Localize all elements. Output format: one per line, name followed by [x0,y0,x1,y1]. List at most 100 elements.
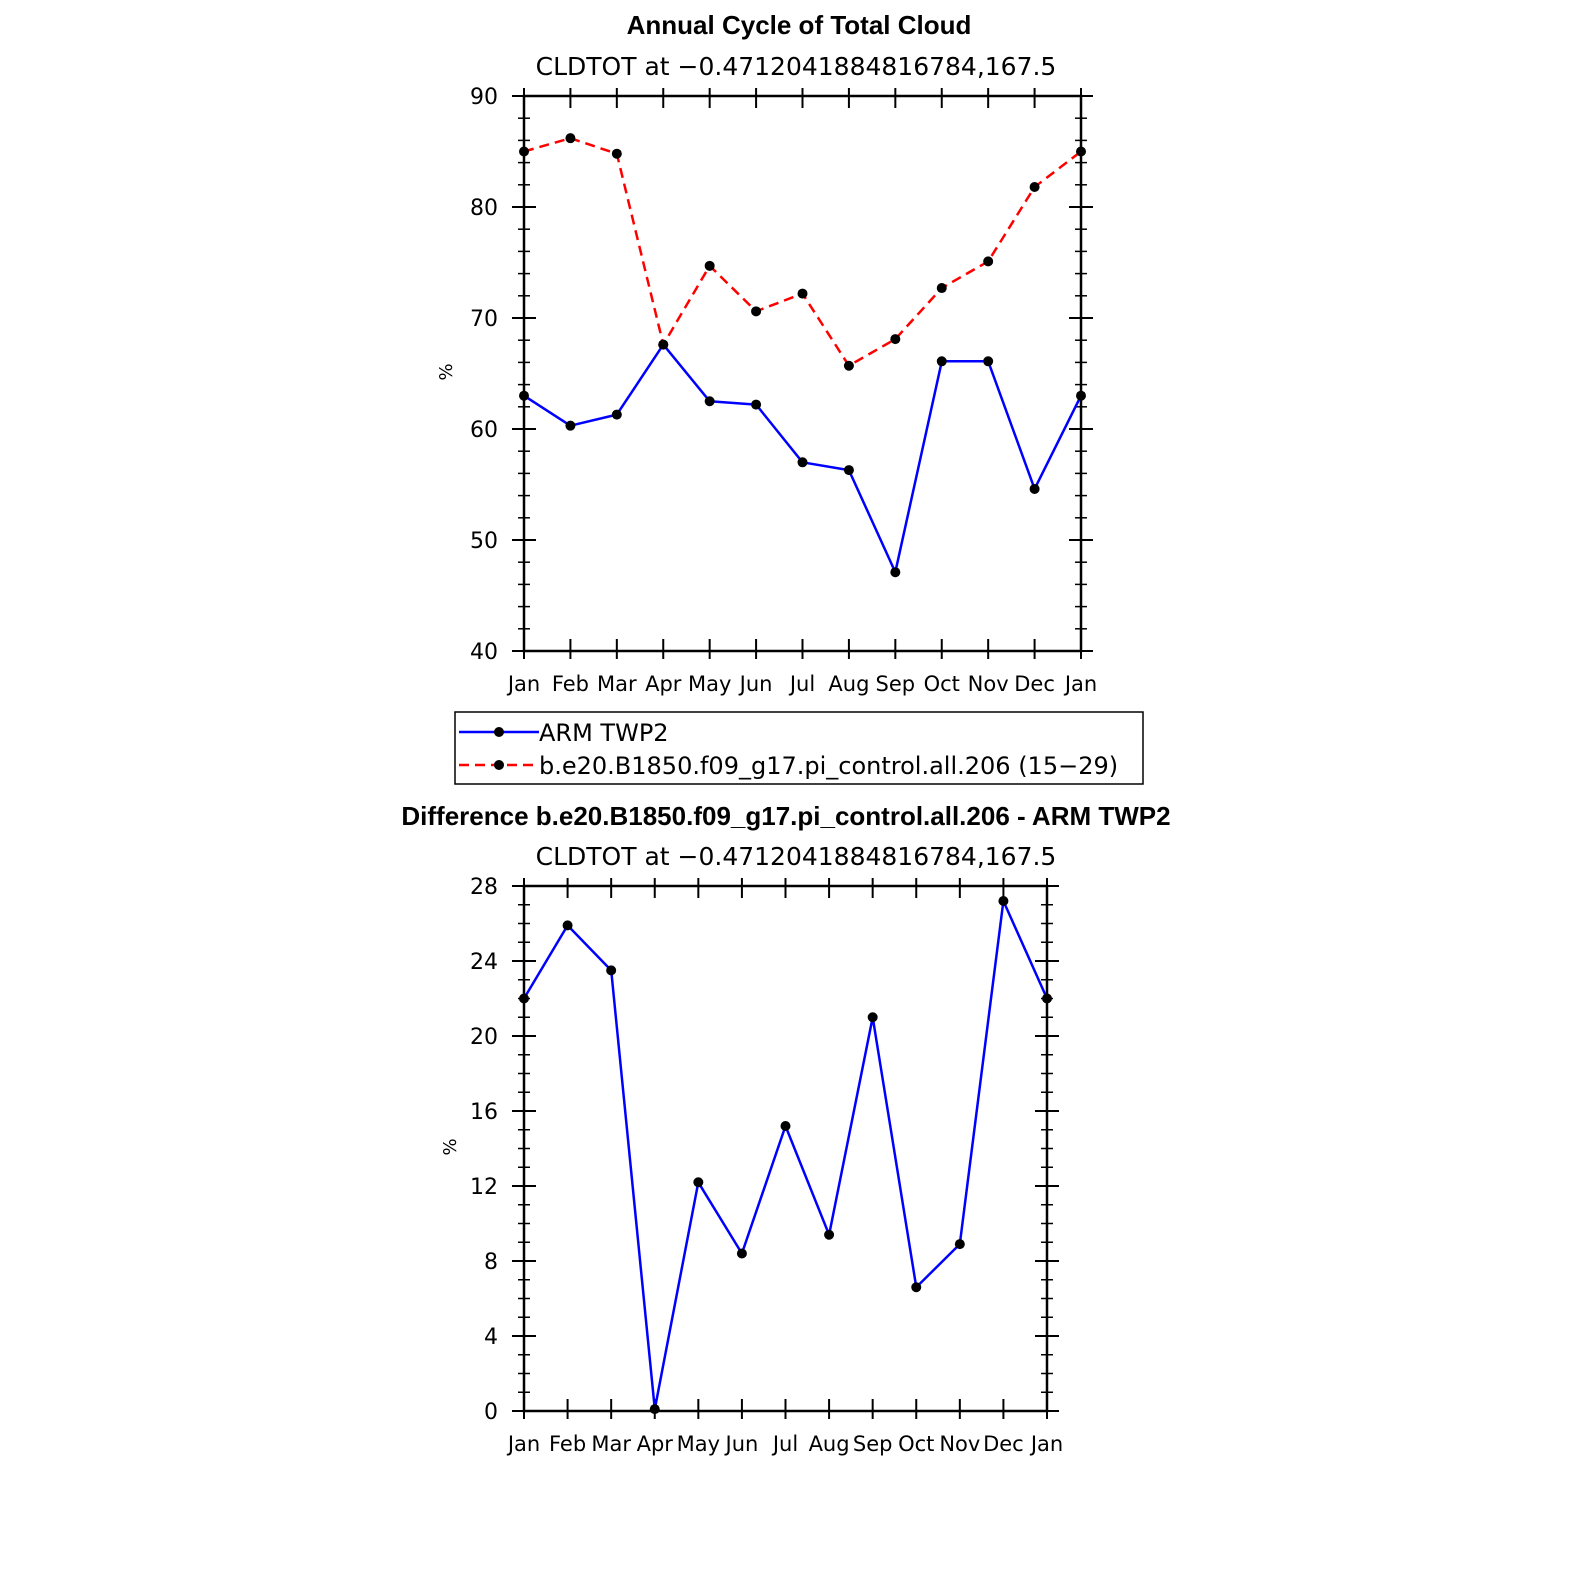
chart-title: Difference b.e20.B1850.f09_g17.pi_contro… [401,801,1170,831]
data-point [1076,390,1086,401]
difference-chart: Difference b.e20.B1850.f09_g17.pi_contro… [401,801,1170,1456]
legend-label-obs: ARM TWP2 [539,719,669,747]
y-tick-label: 8 [484,1250,498,1275]
y-tick-label: 16 [470,1100,498,1125]
y-axis-label: % [436,363,457,380]
data-point [693,1177,704,1188]
x-tick-label: Jan [1063,672,1097,696]
data-point [998,896,1009,906]
x-tick-label: Oct [898,1432,934,1456]
y-axis-label: % [440,1138,461,1155]
x-tick-label: Aug [828,672,869,696]
data-point [519,146,529,157]
data-point [843,465,854,476]
x-tick-label: Apr [637,1432,674,1456]
x-tick-label: Jul [788,672,815,696]
data-point [936,356,947,367]
x-tick-label: Mar [597,672,637,696]
y-tick-label: 0 [484,1400,498,1425]
data-point [780,1121,791,1131]
x-tick-label: Jan [1029,1432,1063,1456]
series-line [523,136,1082,367]
data-point [911,1282,922,1293]
x-tick-label: Dec [983,1432,1024,1456]
data-point [890,567,901,578]
y-tick-label: 80 [470,196,498,221]
series-1 [519,339,1086,578]
legend: ARM TWP2 b.e20.B1850.f09_g17.pi_control.… [454,711,1144,785]
data-point [611,409,622,420]
data-point [565,133,576,144]
y-tick-label: 40 [470,640,498,665]
data-point [736,1248,747,1259]
data-point [658,339,669,350]
data-point [843,360,854,371]
x-tick-label: Jul [771,1432,798,1456]
x-tick-label: Sep [876,672,916,696]
legend-label-model: b.e20.B1850.f09_g17.pi_control.all.206 (… [539,752,1118,780]
y-tick-label: 4 [484,1325,498,1350]
x-tick-label: Dec [1014,672,1055,696]
x-tick-label: Jan [506,672,540,696]
y-tick-label: 28 [470,875,498,900]
data-point [890,334,901,345]
plot-frame [522,884,1049,1413]
series-2 [519,133,1086,371]
data-point [1042,993,1052,1004]
x-tick-label: Jan [506,1432,540,1456]
data-point [519,993,529,1004]
data-point [649,1404,660,1415]
y-tick-label: 60 [470,418,498,443]
data-point [519,390,529,401]
data-point [824,1229,835,1240]
data-point [983,356,994,367]
data-point [1076,146,1086,157]
data-point [611,148,622,159]
x-tick-label: Feb [549,1432,586,1456]
data-point [565,420,576,431]
x-axis-ticks: Jan Feb Mar Apr May Jun Jul Aug Sep Oct Nov Dec Jan [506,88,1097,696]
x-tick-label: May [677,1432,720,1456]
y-tick-label: 12 [470,1175,498,1200]
data-point [936,283,947,294]
y-tick-label: 20 [470,1025,498,1050]
data-point [1029,483,1040,494]
annual-cycle-chart: Annual Cycle of Total Cloud CLDTOT at −0… [436,10,1144,785]
x-tick-label: Feb [552,672,589,696]
legend-box [454,711,1144,785]
x-tick-label: Sep [853,1432,893,1456]
plot-area: Jan Feb Mar Apr May Jun Jul Aug Sep Oct Nov Dec Jan0… [470,875,1063,1456]
x-tick-label: May [688,672,731,696]
x-tick-label: Apr [645,672,682,696]
data-point [704,260,715,271]
x-tick-label: Jun [724,1432,759,1456]
x-tick-label: Jun [738,672,773,696]
series-line [522,899,1049,1411]
y-tick-label: 70 [470,307,498,332]
y-tick-label: 24 [470,950,498,975]
plot-frame [522,94,1083,653]
legend-entry-model: b.e20.B1850.f09_g17.pi_control.all.206 (… [459,752,1118,780]
y-tick-label: 50 [470,529,498,554]
legend-marker-obs [494,727,504,737]
x-tick-label: Nov [968,672,1009,696]
data-point [954,1239,965,1250]
data-point [867,1012,878,1023]
data-point [1029,182,1040,193]
x-tick-label: Oct [924,672,960,696]
chart-subtitle: CLDTOT at −0.4712041884816784,167.5 [536,842,1057,871]
data-point [797,288,808,299]
plot-area: Jan Feb Mar Apr May Jun Jul Aug Sep Oct Nov Dec Jan 4… [470,85,1097,696]
data-point [797,457,808,468]
chart-subtitle: CLDTOT at −0.4712041884816784,167.5 [536,52,1057,81]
data-point [606,965,617,976]
series-1 [519,896,1052,1415]
y-tick-label: 90 [470,85,498,110]
data-point [751,399,762,410]
legend-entry-obs: ARM TWP2 [459,719,669,747]
data-point [704,396,715,407]
x-tick-label: Mar [591,1432,631,1456]
chart-title: Annual Cycle of Total Cloud [627,10,972,40]
data-point [562,920,573,931]
